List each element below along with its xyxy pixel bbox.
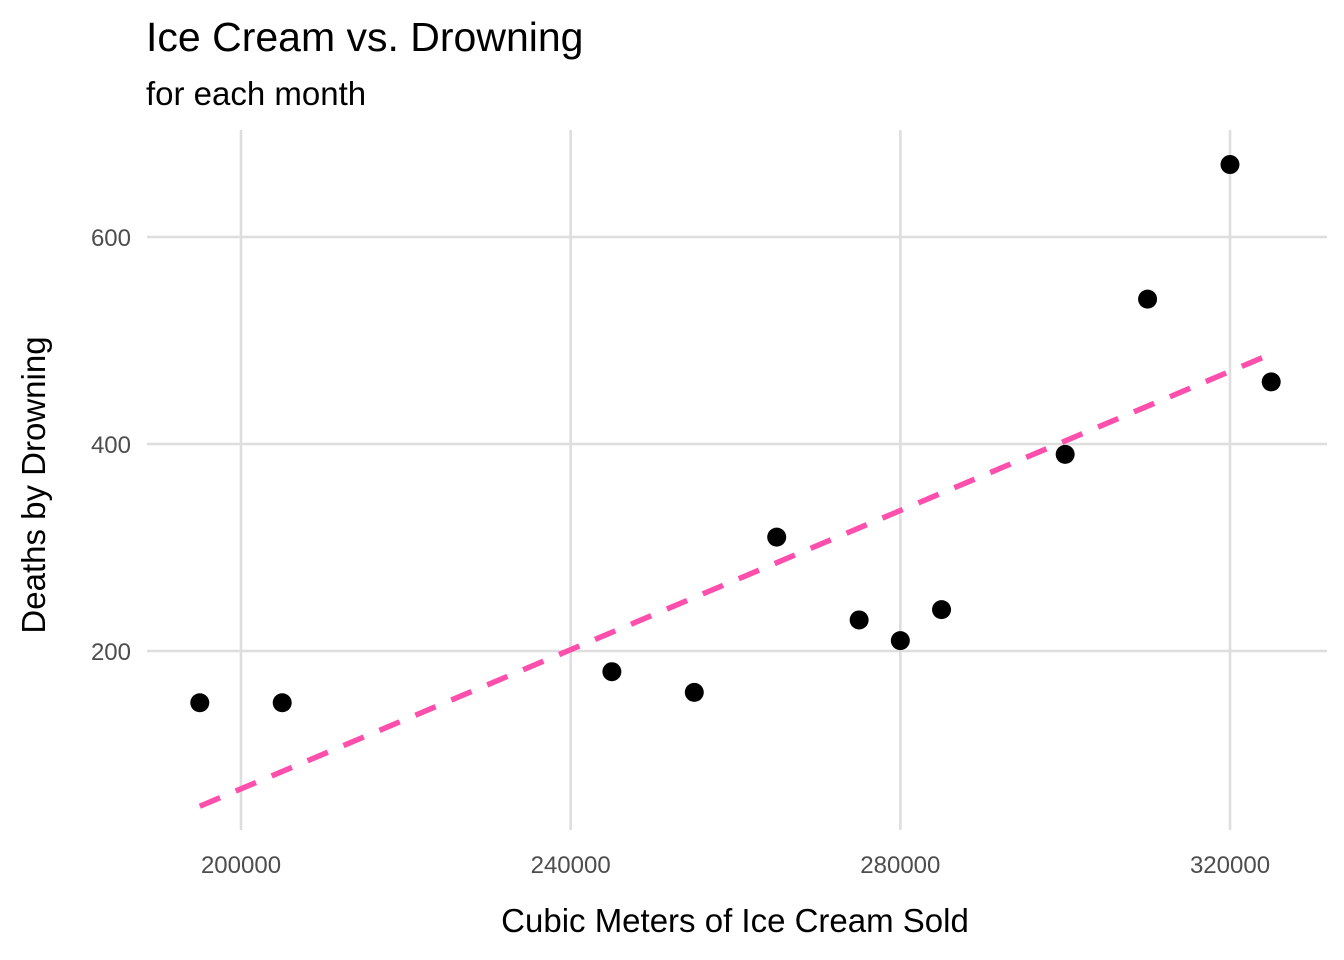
y-axis-title: Deaths by Drowning [15, 336, 52, 633]
data-point [1220, 155, 1240, 175]
y-axis-ticks: 200 400 600 [91, 225, 131, 666]
data-point [1138, 289, 1158, 309]
data-point [767, 527, 787, 547]
data-point [272, 693, 292, 713]
data-points [190, 155, 1281, 713]
x-gridlines [239, 130, 1232, 830]
x-tick-label: 320000 [1190, 852, 1270, 879]
x-axis-ticks: 200000 240000 280000 320000 [201, 852, 1270, 879]
y-gridlines [147, 235, 1327, 653]
x-tick-label: 240000 [531, 852, 611, 879]
chart-subtitle: for each month [146, 75, 366, 112]
x-axis-title: Cubic Meters of Ice Cream Sold [501, 902, 969, 939]
trend-line [198, 351, 1273, 809]
y-tick-label: 200 [91, 639, 131, 666]
data-point [932, 600, 952, 620]
trend-line-layer [198, 351, 1273, 809]
data-point [849, 610, 869, 630]
data-point [1055, 444, 1075, 464]
data-point [1261, 372, 1281, 392]
y-tick-label: 400 [91, 432, 131, 459]
data-point [602, 662, 622, 682]
data-point [890, 631, 910, 651]
data-point [190, 693, 210, 713]
x-tick-label: 200000 [201, 852, 281, 879]
data-point [684, 682, 704, 702]
y-tick-label: 600 [91, 225, 131, 252]
chart-title: Ice Cream vs. Drowning [146, 14, 583, 60]
x-tick-label: 280000 [860, 852, 940, 879]
